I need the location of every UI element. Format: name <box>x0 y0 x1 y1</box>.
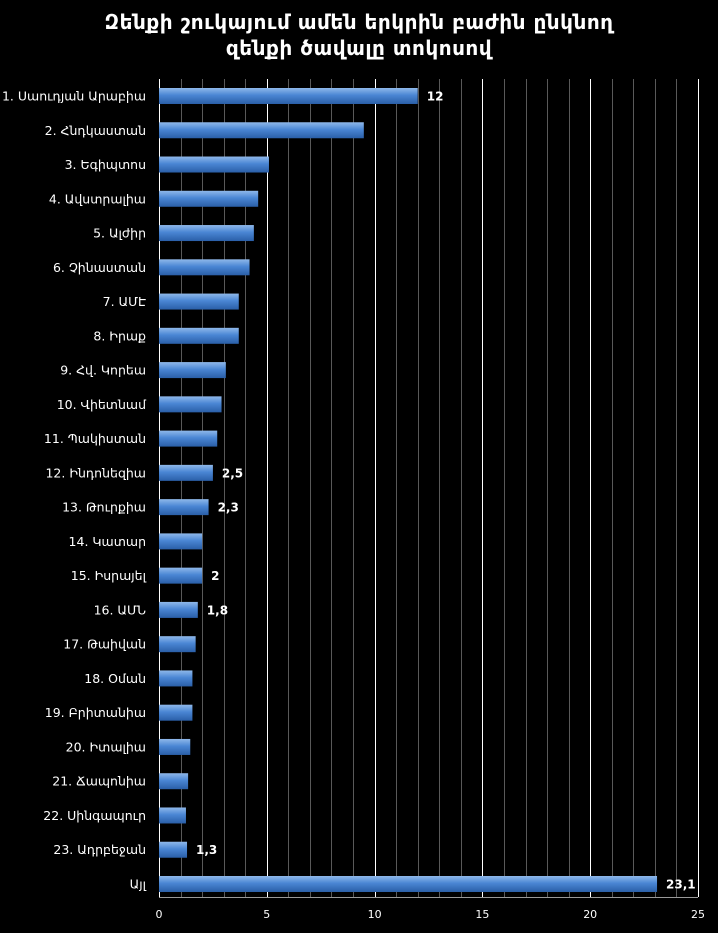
chart-title-line-2: զենքի ծավալը տոկոսով <box>225 36 493 60</box>
category-label: 14. Կատար <box>69 534 146 549</box>
bar <box>159 533 203 550</box>
x-tick-label: 0 <box>156 908 163 921</box>
bar <box>159 293 239 310</box>
bar <box>159 327 239 344</box>
category-label: 22. Սինգապուր <box>43 808 146 823</box>
data-label: 1,3 <box>196 843 217 857</box>
data-label: 12 <box>427 90 444 104</box>
category-label: 1. Սաուդյան Արաբիա <box>2 89 146 104</box>
x-tick-label: 25 <box>691 908 705 921</box>
bar <box>159 190 259 207</box>
category-label: 12. Ինդոնեզիա <box>45 465 146 480</box>
bar <box>159 738 191 755</box>
category-label: 15. Իսրայել <box>71 568 147 583</box>
category-label: 19. Բրիտանիա <box>45 705 146 720</box>
bar <box>159 773 189 790</box>
bar <box>159 122 364 139</box>
x-tick-label: 15 <box>475 908 489 921</box>
category-label: 23. Ադրբեջան <box>53 842 146 857</box>
bar <box>159 396 222 413</box>
bar <box>159 704 193 721</box>
category-label: 17. Թաիվան <box>63 637 146 652</box>
category-label: Այլ <box>130 877 147 892</box>
category-label: 13. Թուրքիա <box>62 500 146 515</box>
bar <box>159 876 658 892</box>
category-label: 7. ԱՄԷ <box>103 294 146 309</box>
label-layer: 1. Սաուդյան Արաբիա 12 2. Հնդկաստան 3. Եգիպտ… <box>2 89 696 892</box>
category-label: 2. Հնդկաստան <box>45 123 146 138</box>
category-label: 18. Օման <box>84 671 146 686</box>
category-label: 8. Իրաք <box>93 328 146 343</box>
bar <box>159 841 188 858</box>
category-label: 20. Իտալիա <box>66 739 146 754</box>
bar <box>159 225 254 242</box>
bar <box>159 807 186 824</box>
category-label: 4. Ավստրալիա <box>49 191 146 206</box>
x-tick-label: 10 <box>368 908 382 921</box>
category-label: 11. Պակիստան <box>44 431 146 446</box>
category-label: 21. Ճապոնիա <box>52 774 146 789</box>
bar <box>159 362 226 379</box>
category-label: 6. Չինաստան <box>53 260 146 275</box>
chart-title-line-1: Զենքի շուկայում ամեն երկրին բաժին ընկնող <box>104 10 614 34</box>
category-label: 5. Ալժիր <box>93 226 146 241</box>
tick-layer: 0 5 10 15 20 25 <box>156 908 706 921</box>
x-tick-label: 5 <box>263 908 270 921</box>
category-label: 9. Հվ. Կորեա <box>60 363 146 378</box>
bar <box>159 156 269 173</box>
category-label: 3. Եգիպտոս <box>65 157 146 172</box>
bar <box>159 601 198 618</box>
category-label: 16. ԱՄՆ <box>94 602 146 617</box>
x-tick-label: 20 <box>583 908 597 921</box>
category-label: 10. Վիետնամ <box>57 397 147 412</box>
bar <box>159 567 203 584</box>
bar <box>159 499 209 516</box>
grid-layer <box>159 79 699 898</box>
bar <box>159 670 193 687</box>
bar <box>159 464 213 481</box>
bar <box>159 430 218 447</box>
bar <box>159 636 196 653</box>
bar <box>159 88 418 104</box>
data-label: 2,3 <box>218 501 239 515</box>
data-label: 1,8 <box>207 603 228 617</box>
bar-layer <box>159 88 658 892</box>
bar <box>159 259 250 276</box>
data-label: 23,1 <box>666 878 696 892</box>
data-label: 2 <box>211 569 219 583</box>
data-label: 2,5 <box>222 466 243 480</box>
